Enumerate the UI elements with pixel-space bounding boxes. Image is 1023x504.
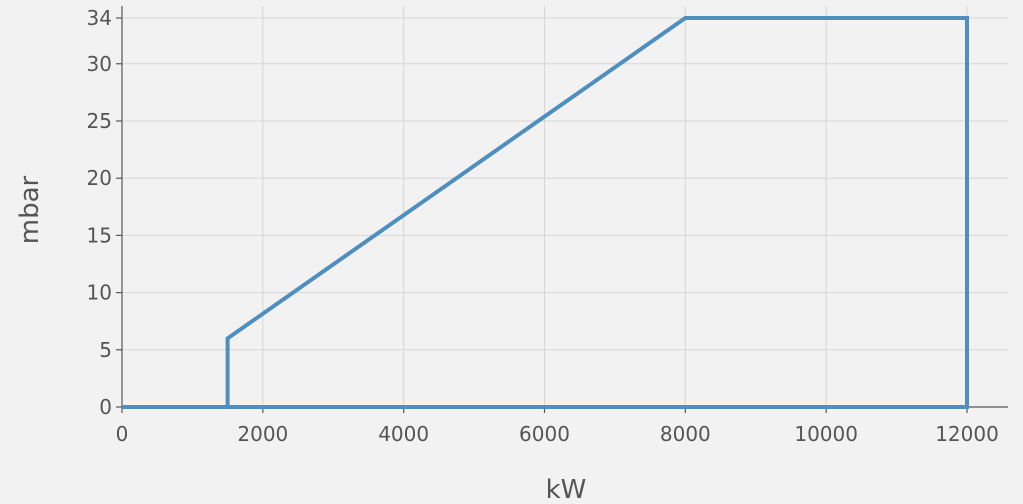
y-tick-label: 15 (87, 223, 112, 247)
x-tick-label: 12000 (935, 422, 999, 446)
x-tick-label: 4000 (378, 422, 429, 446)
x-tick-label: 2000 (237, 422, 288, 446)
y-tick-label: 30 (87, 52, 112, 76)
series-line (122, 16, 969, 409)
y-tick-label: 0 (99, 395, 112, 419)
x-tick-label: 10000 (794, 422, 858, 446)
x-tick-label: 8000 (660, 422, 711, 446)
y-tick-label: 5 (99, 338, 112, 362)
axes (116, 6, 1008, 413)
x-tick-label: 0 (116, 422, 129, 446)
x-axis-label: kW (546, 475, 587, 504)
tick-labels: 0 2000 4000 6000 8000 10000 12000 0 5 10 15 20 25 30 3… (87, 6, 999, 446)
y-tick-label: 34 (87, 6, 112, 30)
y-tick-label: 10 (87, 281, 112, 305)
y-tick-label: 20 (87, 166, 112, 190)
y-axis-label: mbar (15, 175, 45, 244)
x-tick-label: 6000 (519, 422, 570, 446)
plot-area (122, 16, 969, 409)
y-tick-label: 25 (87, 109, 112, 133)
grid (121, 6, 1008, 408)
